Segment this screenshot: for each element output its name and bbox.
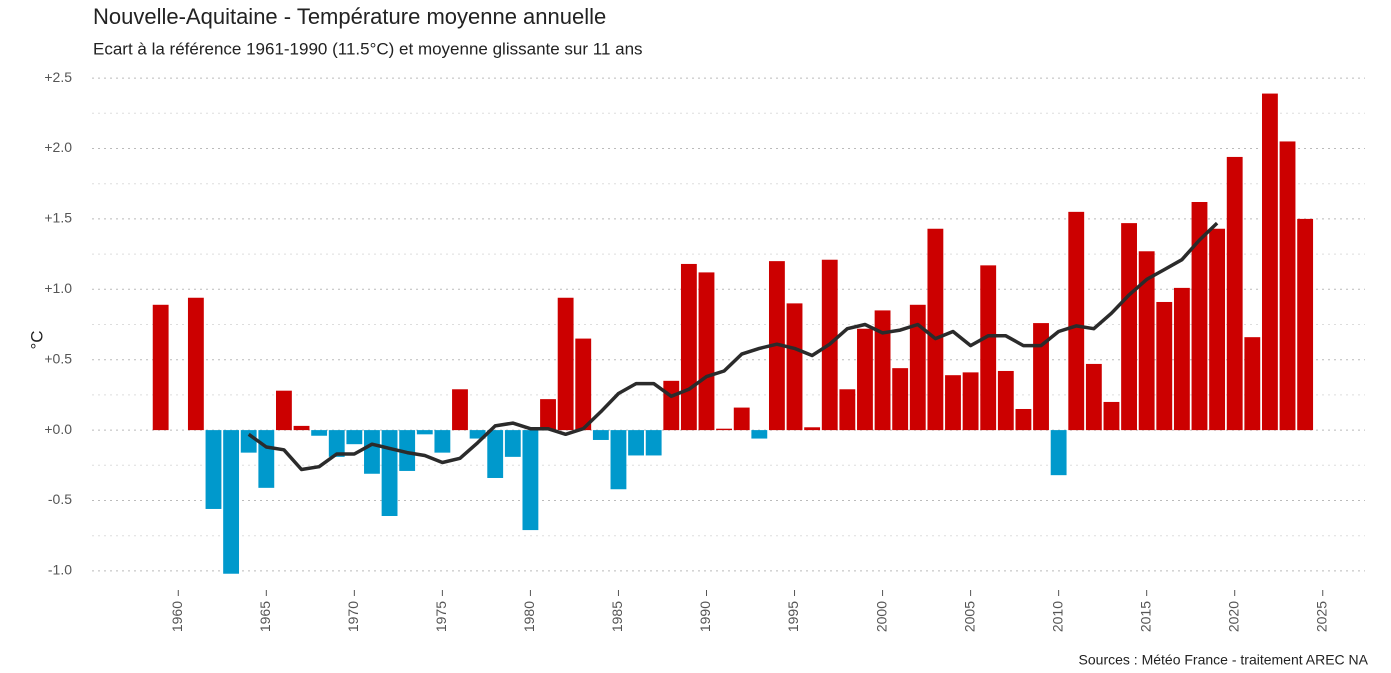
bar [628, 430, 644, 456]
bar [275, 390, 292, 431]
bar [399, 430, 416, 471]
x-tick-label: 1990 [697, 601, 713, 632]
bar [416, 430, 433, 435]
bar [592, 430, 609, 440]
bar [575, 338, 592, 431]
bar [381, 430, 398, 517]
bar [663, 380, 680, 431]
bar [346, 430, 363, 445]
y-tick-label: +0.5 [44, 350, 72, 366]
bar [909, 304, 926, 431]
bar [857, 328, 873, 431]
bar [980, 265, 997, 431]
bar [645, 430, 662, 456]
x-tick-label: 2010 [1049, 601, 1065, 632]
y-tick-label: +2.0 [44, 139, 72, 155]
bar [1244, 337, 1261, 431]
y-tick-label: -0.5 [48, 491, 72, 507]
bar [997, 370, 1014, 431]
x-tick-label: 1960 [169, 601, 185, 632]
bar [223, 430, 240, 574]
bar [786, 303, 803, 431]
x-tick-label: 1995 [785, 601, 801, 632]
bar [487, 430, 504, 478]
bar [205, 430, 222, 509]
bar [751, 430, 768, 439]
bar [1103, 401, 1120, 431]
bar [874, 310, 891, 431]
bar [1191, 201, 1208, 431]
bar [1209, 228, 1226, 431]
x-tick-label: 1975 [433, 601, 449, 632]
y-axis-label: °C [27, 330, 46, 349]
y-tick-label: -1.0 [48, 562, 72, 578]
bar [1121, 223, 1137, 431]
x-tick-label: 1965 [257, 601, 273, 632]
x-tick-label: 2025 [1313, 601, 1329, 632]
bar [540, 399, 556, 431]
bar [716, 428, 733, 431]
bar [328, 430, 345, 457]
bar [1226, 156, 1243, 431]
bar [504, 430, 521, 457]
bar [1173, 287, 1190, 431]
bar [187, 297, 204, 431]
bar [962, 372, 979, 431]
bar [1015, 408, 1032, 431]
bar [469, 430, 486, 439]
bar [680, 263, 697, 431]
bar [610, 430, 627, 490]
y-tick-label: +1.0 [44, 280, 72, 296]
bar [804, 427, 821, 431]
bar [293, 425, 310, 431]
bar [434, 430, 451, 453]
bar [557, 297, 574, 431]
x-tick-label: 2005 [961, 601, 977, 632]
bar [1297, 218, 1314, 431]
x-tick-label: 2015 [1137, 601, 1153, 632]
y-tick-label: +0.0 [44, 421, 72, 437]
bar [1085, 363, 1102, 431]
bar [733, 407, 750, 431]
y-tick-label: +2.5 [44, 69, 72, 85]
bar [452, 389, 468, 431]
bar [945, 375, 961, 431]
x-tick-label: 2020 [1225, 601, 1241, 632]
bar [927, 228, 944, 431]
bar [1138, 251, 1155, 431]
bar [364, 430, 380, 474]
bar [1156, 301, 1173, 431]
x-tick-label: 1980 [521, 601, 537, 632]
x-tick-label: 2000 [873, 601, 889, 632]
bar [311, 430, 328, 436]
x-tick-label: 1970 [345, 601, 361, 632]
moving-average-line [247, 221, 1219, 472]
bar [1033, 323, 1049, 431]
source: Sources : Météo France - traitement AREC… [1079, 652, 1369, 668]
bar [1050, 430, 1067, 476]
bar [1279, 141, 1296, 431]
chart-title: Nouvelle-Aquitaine - Température moyenne… [93, 4, 606, 29]
bar [1261, 93, 1278, 431]
bar [258, 430, 275, 488]
bar [698, 272, 715, 431]
bar [522, 430, 539, 531]
y-tick-label: +1.5 [44, 210, 72, 226]
bar [892, 368, 909, 431]
bar [152, 304, 169, 431]
bar [839, 389, 856, 431]
bar [1068, 211, 1085, 431]
x-tick-label: 1985 [609, 601, 625, 632]
chart-subtitle: Ecart à la référence 1961-1990 (11.5°C) … [93, 39, 643, 58]
bar [240, 430, 257, 453]
